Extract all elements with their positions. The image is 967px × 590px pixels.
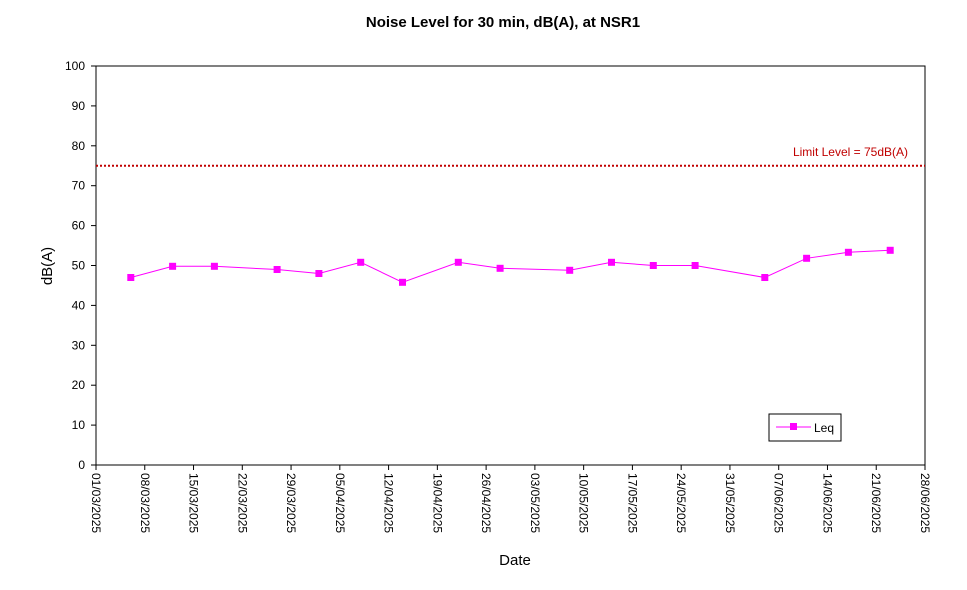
x-axis: 01/03/2025 08/03/2025 15/03/2025 22/03/2025… [89,465,932,533]
x-tick-label: 08/03/2025 [138,473,152,533]
data-point [649,262,657,269]
x-tick-label: 07/06/2025 [772,473,786,533]
x-tick-label: 10/05/2025 [577,473,591,533]
x-tick-label: 03/05/2025 [528,473,542,533]
y-axis: 0 10 20 30 40 50 60 70 80 90 100 [65,59,96,472]
data-point [169,262,177,270]
y-axis-label: dB(A) [39,247,56,285]
y-tick-label: 60 [72,219,86,233]
plot-area [95,65,926,466]
x-axis-label: Date [499,552,531,569]
y-tick-label: 90 [72,99,86,113]
x-tick-label: 28/06/2025 [918,473,932,533]
x-tick-label: 21/06/2025 [869,473,883,533]
data-point [496,264,504,272]
legend: Leq [768,413,842,442]
data-point [127,274,135,281]
data-point [844,248,852,256]
x-tick-label: 14/06/2025 [820,473,834,533]
y-tick-label: 40 [72,298,86,312]
x-tick-label: 05/04/2025 [333,473,347,533]
x-tick-label: 17/05/2025 [625,473,639,533]
y-tick-label: 20 [72,378,86,392]
data-point [803,254,811,262]
data-point [210,262,218,270]
chart-title: Noise Level for 30 min, dB(A), at NSR1 [366,14,640,31]
legend-label-leq: Leq [814,421,834,435]
data-point [886,246,894,254]
y-tick-label: 50 [72,259,86,273]
data-point [761,274,769,281]
y-tick-label: 0 [78,458,85,472]
x-tick-label: 22/03/2025 [235,473,249,533]
x-tick-label: 12/04/2025 [382,473,396,533]
x-tick-label: 19/04/2025 [430,473,444,533]
limit-level-label: Limit Level = 75dB(A) [793,145,908,159]
y-tick-label: 100 [65,59,85,73]
data-point [357,258,365,266]
y-tick-label: 70 [72,179,86,193]
legend-marker-swatch [790,423,797,430]
x-tick-label: 29/03/2025 [284,473,298,533]
data-point [273,266,281,273]
data-point [315,270,323,277]
x-tick-label: 01/03/2025 [89,473,103,533]
x-tick-label: 31/05/2025 [723,473,737,533]
x-tick-label: 26/04/2025 [479,473,493,533]
y-tick-label: 30 [72,338,86,352]
data-point [566,266,574,274]
data-point [691,262,699,269]
data-point [608,258,615,266]
y-tick-label: 10 [72,418,86,432]
series-leq [127,246,894,286]
x-tick-label: 24/05/2025 [674,473,688,533]
x-tick-label: 15/03/2025 [187,473,201,533]
data-point [454,258,462,266]
data-point [399,278,406,286]
y-tick-label: 80 [72,139,86,153]
